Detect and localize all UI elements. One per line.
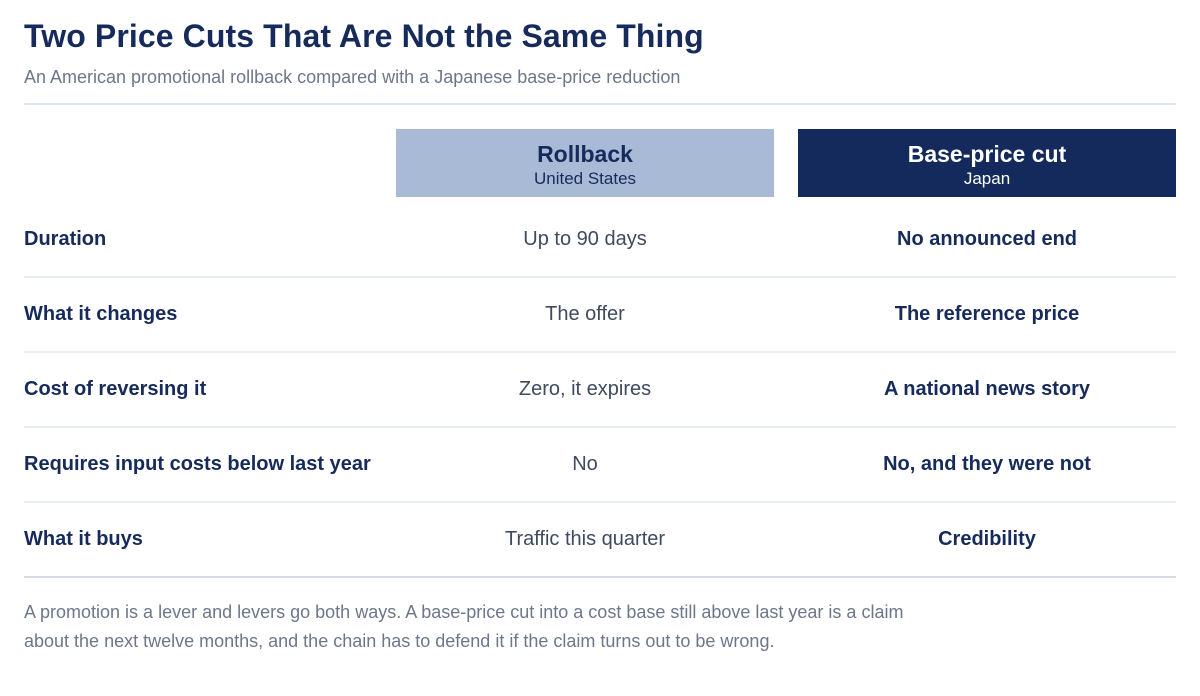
table-row: Duration Up to 90 days No announced end bbox=[24, 203, 1176, 278]
table-row: What it changes The offer The reference … bbox=[24, 278, 1176, 353]
page-title: Two Price Cuts That Are Not the Same Thi… bbox=[24, 18, 704, 54]
footnote-line: A promotion is a lever and levers go bot… bbox=[24, 602, 904, 622]
column-title-base-price-cut: Base-price cut bbox=[907, 141, 1067, 167]
rollback-value: The offer bbox=[545, 303, 625, 325]
rollback-value: No bbox=[572, 453, 598, 475]
base-cut-value: The reference price bbox=[894, 303, 1080, 325]
row-label: Cost of reversing it bbox=[24, 378, 207, 400]
table-row: What it buys Traffic this quarter Credib… bbox=[24, 503, 1176, 578]
table-row: Requires input costs below last year No … bbox=[24, 428, 1176, 503]
row-label: Requires input costs below last year bbox=[24, 453, 371, 475]
page-subtitle: An American promotional rollback compare… bbox=[24, 67, 681, 87]
table-row: Cost of reversing it Zero, it expires A … bbox=[24, 353, 1176, 428]
row-label: Duration bbox=[24, 228, 107, 250]
footnote-line: about the next twelve months, and the ch… bbox=[24, 631, 775, 651]
header-divider bbox=[24, 103, 1176, 105]
column-region-rollback: United States bbox=[533, 169, 637, 188]
column-region-base-price-cut: Japan bbox=[963, 169, 1011, 188]
column-header-rollback: Rollback United States bbox=[396, 129, 774, 197]
base-cut-value: Credibility bbox=[938, 528, 1036, 550]
footnote: A promotion is a lever and levers go bot… bbox=[24, 598, 1124, 656]
base-cut-value: No announced end bbox=[897, 228, 1077, 250]
rollback-value: Up to 90 days bbox=[523, 228, 647, 250]
base-cut-value: A national news story bbox=[884, 378, 1090, 400]
row-label: What it changes bbox=[24, 303, 178, 325]
row-label: What it buys bbox=[24, 528, 143, 550]
rollback-value: Zero, it expires bbox=[518, 378, 652, 400]
rollback-value: Traffic this quarter bbox=[504, 528, 666, 550]
comparison-table: Duration Up to 90 days No announced end … bbox=[24, 203, 1176, 578]
column-header-base-price-cut: Base-price cut Japan bbox=[798, 129, 1176, 197]
base-cut-value: No, and they were not bbox=[883, 453, 1091, 475]
column-title-rollback: Rollback bbox=[537, 141, 633, 167]
